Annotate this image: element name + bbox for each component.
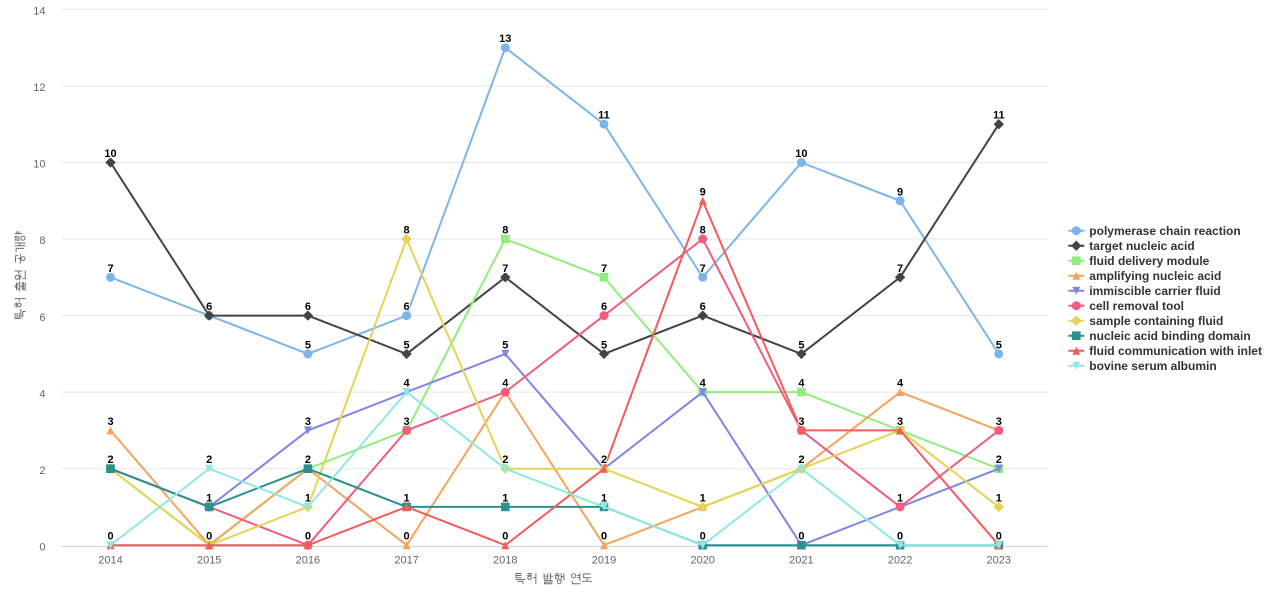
svg-text:target nucleic acid: target nucleic acid [1089, 239, 1194, 253]
svg-text:14: 14 [33, 6, 45, 18]
svg-text:fluid communication with inlet: fluid communication with inlet [1089, 344, 1262, 358]
svg-text:sample containing fluid: sample containing fluid [1089, 314, 1223, 328]
svg-text:1: 1 [305, 492, 311, 504]
svg-text:0: 0 [107, 531, 113, 543]
svg-text:2: 2 [206, 454, 212, 466]
svg-text:3: 3 [897, 416, 903, 428]
svg-text:1: 1 [502, 492, 508, 504]
svg-text:1: 1 [996, 492, 1002, 504]
svg-text:8: 8 [39, 235, 45, 247]
svg-text:5: 5 [996, 339, 1002, 351]
svg-text:2: 2 [305, 454, 311, 466]
svg-text:bovine serum albumin: bovine serum albumin [1089, 359, 1216, 373]
svg-text:1: 1 [404, 492, 410, 504]
svg-text:10: 10 [104, 148, 116, 160]
svg-text:6: 6 [404, 301, 410, 313]
svg-text:4: 4 [897, 378, 904, 390]
svg-text:8: 8 [502, 225, 508, 237]
svg-text:2023: 2023 [987, 555, 1011, 567]
svg-text:0: 0 [601, 531, 607, 543]
svg-text:1: 1 [700, 492, 706, 504]
svg-text:10: 10 [33, 159, 45, 171]
svg-text:3: 3 [798, 416, 804, 428]
svg-text:2: 2 [798, 454, 804, 466]
svg-text:amplifying nucleic acid: amplifying nucleic acid [1089, 269, 1221, 283]
svg-text:5: 5 [305, 339, 311, 351]
svg-text:3: 3 [996, 416, 1002, 428]
svg-text:8: 8 [700, 225, 706, 237]
svg-text:2: 2 [502, 454, 508, 466]
svg-text:2018: 2018 [493, 555, 517, 567]
svg-text:1: 1 [897, 492, 903, 504]
svg-text:0: 0 [502, 531, 508, 543]
svg-text:4: 4 [404, 378, 411, 390]
svg-text:2017: 2017 [394, 555, 418, 567]
svg-text:2015: 2015 [197, 555, 221, 567]
svg-text:2022: 2022 [888, 555, 912, 567]
svg-text:0: 0 [996, 531, 1002, 543]
svg-text:nucleic acid binding domain: nucleic acid binding domain [1089, 329, 1250, 343]
svg-text:9: 9 [700, 186, 706, 198]
svg-text:0: 0 [897, 531, 903, 543]
svg-text:7: 7 [107, 263, 113, 275]
svg-text:5: 5 [601, 339, 607, 351]
svg-text:6: 6 [601, 301, 607, 313]
svg-text:0: 0 [305, 531, 311, 543]
svg-text:1: 1 [601, 492, 607, 504]
svg-text:2021: 2021 [789, 555, 813, 567]
svg-text:4: 4 [798, 378, 805, 390]
svg-text:0: 0 [798, 531, 804, 543]
svg-text:6: 6 [39, 312, 45, 324]
svg-text:9: 9 [897, 186, 903, 198]
svg-text:2020: 2020 [690, 555, 714, 567]
svg-text:5: 5 [404, 339, 410, 351]
svg-text:3: 3 [404, 416, 410, 428]
svg-text:12: 12 [33, 82, 45, 94]
svg-text:8: 8 [404, 225, 410, 237]
svg-text:2: 2 [39, 465, 45, 477]
svg-text:5: 5 [502, 339, 508, 351]
svg-text:11: 11 [993, 110, 1005, 122]
svg-text:4: 4 [39, 388, 45, 400]
svg-text:cell removal tool: cell removal tool [1089, 299, 1184, 313]
svg-text:2019: 2019 [592, 555, 616, 567]
svg-text:2014: 2014 [98, 555, 122, 567]
svg-text:3: 3 [305, 416, 311, 428]
svg-text:6: 6 [305, 301, 311, 313]
svg-text:5: 5 [798, 339, 804, 351]
svg-text:0: 0 [206, 531, 212, 543]
svg-text:6: 6 [206, 301, 212, 313]
svg-text:immiscible carrier fluid: immiscible carrier fluid [1089, 284, 1220, 298]
svg-text:7: 7 [502, 263, 508, 275]
svg-text:2: 2 [996, 454, 1002, 466]
svg-text:4: 4 [502, 378, 509, 390]
svg-text:polymerase chain reaction: polymerase chain reaction [1089, 224, 1240, 238]
svg-text:1: 1 [206, 492, 212, 504]
svg-text:2: 2 [601, 454, 607, 466]
svg-text:fluid delivery module: fluid delivery module [1089, 254, 1209, 268]
svg-text:0: 0 [404, 531, 410, 543]
svg-text:6: 6 [700, 301, 706, 313]
svg-text:0: 0 [700, 531, 706, 543]
svg-text:3: 3 [107, 416, 113, 428]
svg-text:2016: 2016 [296, 555, 320, 567]
svg-text:7: 7 [700, 263, 706, 275]
svg-text:2: 2 [107, 454, 113, 466]
svg-text:7: 7 [897, 263, 903, 275]
svg-text:10: 10 [795, 148, 807, 160]
svg-text:4: 4 [700, 378, 707, 390]
svg-text:0: 0 [39, 541, 45, 553]
svg-text:7: 7 [601, 263, 607, 275]
svg-text:13: 13 [499, 33, 511, 45]
svg-text:11: 11 [598, 110, 610, 122]
